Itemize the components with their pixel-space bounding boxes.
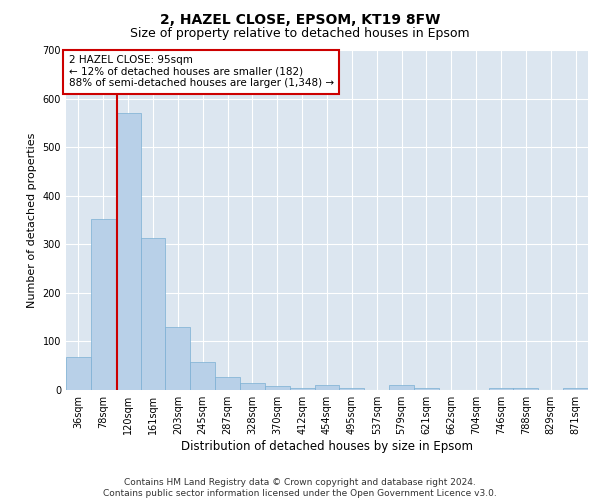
Bar [314,385,340,390]
Bar [265,386,290,390]
Bar [563,388,588,390]
Bar [116,113,140,390]
X-axis label: Distribution of detached houses by size in Epsom: Distribution of detached houses by size … [181,440,473,453]
Bar [215,377,240,390]
Bar [240,383,265,390]
Bar [389,385,414,390]
Bar [290,388,314,390]
Text: 2 HAZEL CLOSE: 95sqm
← 12% of detached houses are smaller (182)
88% of semi-deta: 2 HAZEL CLOSE: 95sqm ← 12% of detached h… [68,55,334,88]
Bar [414,388,439,390]
Bar [514,388,538,390]
Text: Size of property relative to detached houses in Epsom: Size of property relative to detached ho… [130,28,470,40]
Bar [340,388,364,390]
Text: Contains HM Land Registry data © Crown copyright and database right 2024.
Contai: Contains HM Land Registry data © Crown c… [103,478,497,498]
Bar [166,327,190,390]
Y-axis label: Number of detached properties: Number of detached properties [27,132,37,308]
Bar [190,362,215,390]
Bar [488,388,514,390]
Bar [66,357,91,390]
Bar [140,238,166,390]
Bar [91,219,116,390]
Text: 2, HAZEL CLOSE, EPSOM, KT19 8FW: 2, HAZEL CLOSE, EPSOM, KT19 8FW [160,12,440,26]
